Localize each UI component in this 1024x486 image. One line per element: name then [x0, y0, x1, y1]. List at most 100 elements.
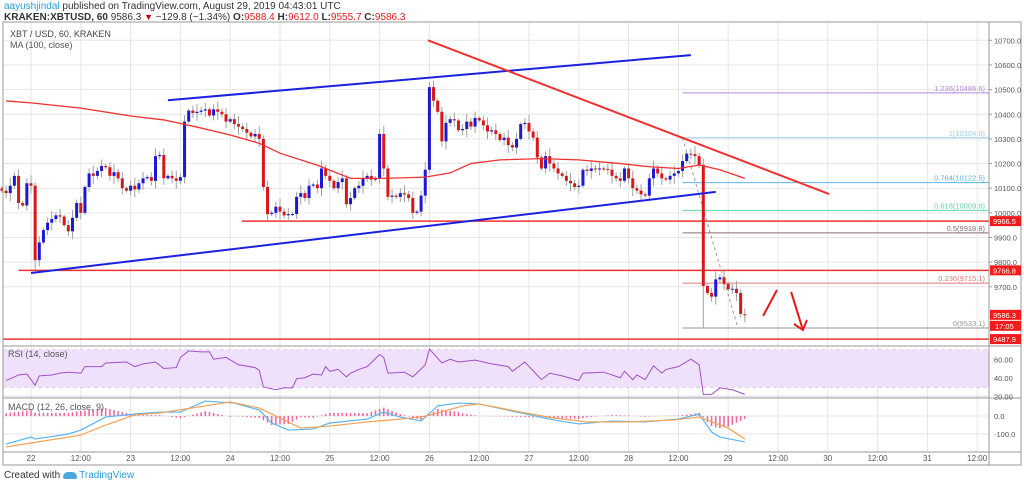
candles: [0, 80, 747, 328]
candle-body: [328, 175, 332, 181]
candle-body: [141, 178, 145, 184]
candle-body: [610, 169, 614, 176]
trendline-channel-upper: [167, 54, 691, 102]
candle-body: [722, 277, 726, 284]
candle-body: [207, 109, 211, 116]
candle-body: [390, 195, 394, 197]
candle-body: [519, 124, 523, 139]
candle-body: [158, 154, 162, 157]
low-label: L:: [321, 12, 331, 23]
candle-body: [232, 119, 236, 125]
high-label: H:: [277, 12, 289, 23]
x-tick-label: 28: [624, 454, 633, 463]
candle-body: [253, 133, 257, 137]
candle-body: [195, 111, 199, 114]
candle-body: [290, 214, 294, 216]
macd-tick-label: -100.0: [994, 430, 1015, 439]
candle-body: [332, 180, 336, 189]
price-label-box: [990, 334, 1021, 345]
candle-body: [685, 153, 689, 162]
candle-body: [303, 193, 307, 199]
candle-body: [336, 182, 340, 189]
x-tick-label: 24: [226, 454, 235, 463]
candle-body: [697, 156, 701, 165]
candle-body: [627, 168, 631, 179]
candle-body: [502, 137, 506, 141]
candle-body: [237, 124, 240, 127]
candle-body: [672, 173, 676, 176]
candle-body: [145, 177, 149, 179]
candle-body: [257, 133, 261, 139]
candle-body: [411, 198, 415, 213]
candle-body: [46, 222, 50, 231]
rsi-tick-label: 60.00: [994, 355, 1013, 364]
candle-body: [652, 168, 655, 179]
fib-level-label: 1(10304.6): [949, 129, 986, 138]
candle-body: [635, 188, 639, 191]
y-tick-label: 10600.0: [994, 61, 1021, 70]
drawings: 1.236(10486.6) 1(10304.6) 0.764(10122.5) 0.…: [3, 84, 989, 340]
candle-body: [124, 188, 128, 191]
candle-body: [320, 168, 323, 189]
x-tick-label: 12:00: [768, 454, 789, 463]
candle-body: [490, 130, 494, 132]
y-tick-label: 10100.0: [994, 184, 1021, 193]
candle-body: [548, 156, 552, 164]
candle-body: [12, 175, 16, 186]
candle-body: [353, 188, 357, 199]
candle-body: [585, 169, 589, 171]
x-tick-label: 22: [27, 454, 36, 463]
candle-body: [606, 168, 610, 170]
candle-body: [701, 164, 705, 287]
candle-body: [419, 195, 423, 212]
candle-body: [0, 188, 4, 191]
candle-body: [473, 117, 477, 127]
price-label: 9586.3: [993, 311, 1016, 320]
candle-body: [278, 206, 282, 212]
candle-body: [365, 175, 369, 179]
candle-body: [614, 175, 618, 179]
y-tick-label: 10000.0: [994, 209, 1021, 218]
y-tick-label: 9900.0: [994, 234, 1017, 243]
candle-body: [477, 117, 481, 121]
candle-body: [25, 183, 29, 206]
candle-body: [361, 178, 365, 186]
candle-body: [299, 193, 303, 197]
candle-body: [647, 178, 651, 196]
x-tick-label: 12:00: [170, 454, 191, 463]
candle-body: [726, 283, 730, 290]
candle-body: [527, 122, 531, 132]
candle-body: [162, 154, 166, 179]
candle-body: [710, 292, 714, 297]
candle-body: [133, 185, 137, 190]
candle-body: [270, 212, 274, 215]
candle-body: [386, 168, 390, 197]
author-link[interactable]: aayushjindal: [4, 1, 60, 12]
x-tick-label: 30: [823, 454, 832, 463]
price-label-box: [990, 265, 1021, 276]
candle-body: [564, 175, 568, 181]
fib-level-label: 0.764(10122.5): [934, 174, 985, 183]
candle-body: [461, 129, 465, 131]
axes: 22 12:00 23 12:00 24 12:00 25 12:00 26 12:00 27 12:…: [2, 21, 1022, 466]
candle-body: [95, 170, 99, 176]
candle-body: [357, 185, 361, 189]
y-tick-label: 10400.0: [994, 110, 1021, 119]
candle-body: [50, 219, 54, 223]
candle-body: [639, 190, 643, 195]
candle-body: [427, 87, 431, 170]
candle-body: [307, 185, 311, 199]
candle-body: [137, 183, 141, 190]
candle-body: [415, 211, 419, 213]
candle-body: [91, 173, 95, 176]
trendline-projection-down-arrow: [790, 291, 804, 331]
legend-ma: MA (100, close): [10, 40, 73, 50]
candle-body: [573, 183, 577, 187]
arrow-head-icon: [793, 319, 808, 332]
footer: Created with TradingView: [4, 470, 134, 481]
candle-body: [581, 169, 585, 186]
tradingview-link[interactable]: TradingView: [79, 470, 135, 481]
candle-body: [170, 175, 174, 179]
candle-body: [398, 193, 402, 197]
